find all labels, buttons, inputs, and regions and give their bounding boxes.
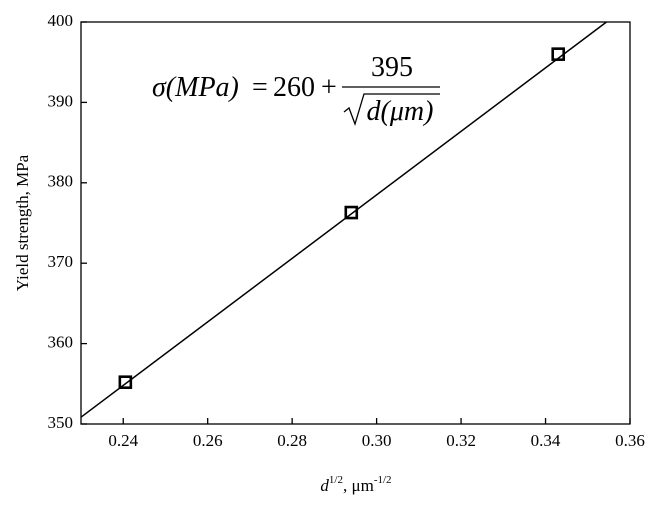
x-tick-label: 0.26	[193, 431, 223, 450]
equation-intercept: 260	[273, 72, 315, 103]
data-point	[344, 205, 359, 220]
x-label-var: d	[320, 476, 329, 495]
equation-eq: =	[252, 72, 268, 103]
x-axis-label: d1/2, μm-1/2	[320, 474, 391, 495]
equation-lhs: σ(MPa)	[152, 72, 239, 103]
plot-frame	[80, 21, 631, 425]
x-tick-label: 0.32	[446, 431, 476, 450]
y-tick-label: 350	[48, 413, 74, 432]
x-tick-label: 0.36	[615, 431, 645, 450]
fit-line	[80, 21, 607, 418]
equation-lhs-text: σ(MPa)	[152, 72, 239, 103]
equation-slope: 395	[371, 52, 413, 83]
y-tick-label: 370	[48, 252, 74, 271]
data-point	[118, 375, 133, 389]
y-tick-label: 400	[48, 11, 74, 30]
x-label-unit-exp: -1/2	[374, 474, 392, 486]
x-label-unit: , μm	[343, 476, 374, 495]
x-tick-label: 0.24	[108, 431, 138, 450]
x-tick-label: 0.28	[277, 431, 307, 450]
x-tick-label: 0.34	[531, 431, 561, 450]
x-tick-label: 0.30	[362, 431, 392, 450]
y-tick-label: 360	[48, 333, 74, 352]
sqrt-sign	[343, 93, 440, 127]
equation-plus: +	[321, 72, 337, 103]
equation: σ(MPa) = 260 + 395 d(μm)	[152, 52, 440, 127]
y-tick-label: 380	[48, 172, 74, 191]
y-tick-label: 390	[48, 91, 74, 110]
equation-denominator: d(μm)	[367, 96, 434, 127]
x-label-exp: 1/2	[329, 474, 343, 486]
y-axis-label: Yield strength, MPa	[13, 154, 32, 291]
data-point	[551, 47, 566, 61]
